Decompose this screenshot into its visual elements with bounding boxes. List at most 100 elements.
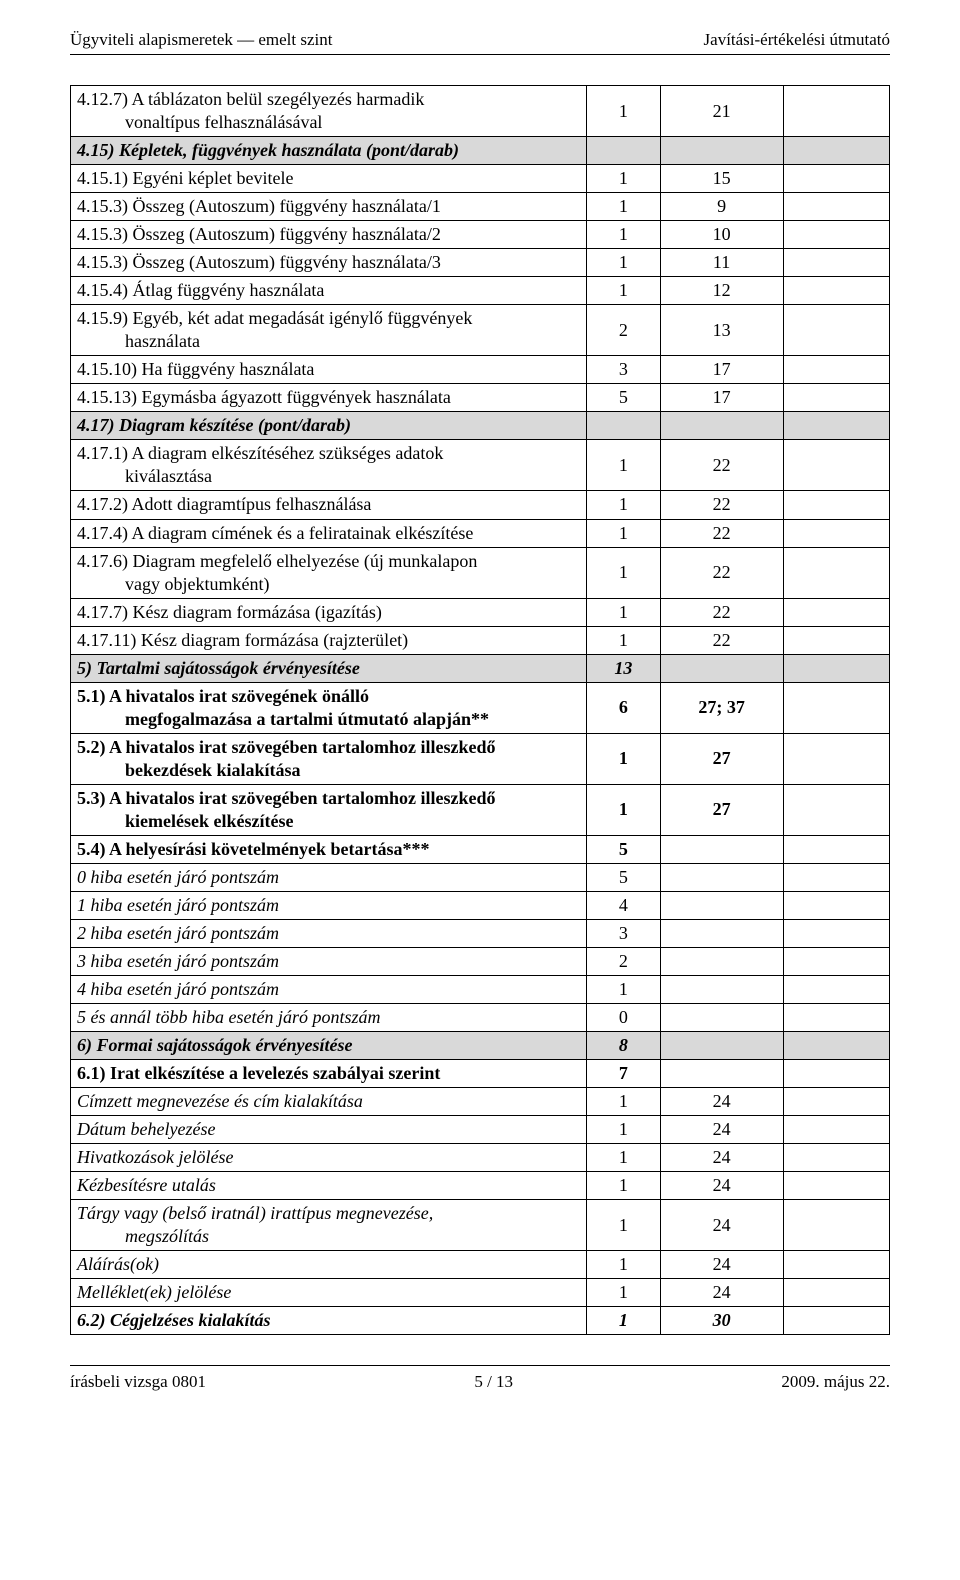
cell-c1: 8 [586,1032,660,1060]
cell-c1: 1 [586,277,660,305]
cell-c2: 30 [660,1307,783,1335]
cell-c2: 27 [660,784,783,835]
row-desc: 4.15.10) Ha függvény használata [77,359,314,379]
cell-c1: 1 [586,86,660,137]
row-desc: 4 hiba esetén járó pontszám [77,979,279,999]
header-rule [70,54,890,55]
table-row: 1 hiba esetén járó pontszám4 [71,891,890,919]
table-row: 6) Formai sajátosságok érvényesítése8 [71,1032,890,1060]
row-desc: 4.15) Képletek, függvények használata (p… [77,140,459,160]
row-desc: 4.12.7) A táblázaton belül szegélyezés h… [77,89,424,109]
table-row: Hivatkozások jelölése124 [71,1144,890,1172]
cell-c3 [783,1004,889,1032]
cell-c2 [660,412,783,440]
row-desc: 5.3) A hivatalos irat szövegében tartalo… [77,788,495,808]
cell-c1: 3 [586,356,660,384]
cell-c2 [660,137,783,165]
cell-c3 [783,863,889,891]
row-desc-cont: vonaltípus felhasználásával [77,111,580,134]
cell-c3 [783,1032,889,1060]
table-row: 4.17.6) Diagram megfelelő elhelyezése (ú… [71,547,890,598]
table-row: 4.17.2) Adott diagramtípus felhasználása… [71,491,890,519]
row-desc: 4.17.4) A diagram címének és a feliratai… [77,523,473,543]
table-row: Aláírás(ok)124 [71,1251,890,1279]
table-row: 5.3) A hivatalos irat szövegében tartalo… [71,784,890,835]
cell-c3 [783,412,889,440]
cell-c2: 22 [660,519,783,547]
cell-c2: 24 [660,1144,783,1172]
row-desc: Melléklet(ek) jelölése [77,1282,231,1302]
cell-c1: 1 [586,491,660,519]
cell-c1: 1 [586,1172,660,1200]
row-desc: 3 hiba esetén járó pontszám [77,951,279,971]
row-desc: 2 hiba esetén járó pontszám [77,923,279,943]
cell-c2 [660,948,783,976]
footer-right: 2009. május 22. [781,1372,890,1392]
cell-c1: 1 [586,249,660,277]
table-row: Kézbesítésre utalás124 [71,1172,890,1200]
cell-c3 [783,249,889,277]
cell-c2: 22 [660,491,783,519]
row-desc: Dátum behelyezése [77,1119,215,1139]
cell-c2: 24 [660,1172,783,1200]
table-row: 5 és annál több hiba esetén járó pontszá… [71,1004,890,1032]
row-desc: 5.1) A hivatalos irat szövegének önálló [77,686,369,706]
row-desc-cont: kiválasztása [77,465,580,488]
cell-c1: 1 [586,519,660,547]
row-desc: 4.17) Diagram készítése (pont/darab) [77,415,351,435]
cell-c2: 11 [660,249,783,277]
cell-c3 [783,682,889,733]
cell-c2 [660,863,783,891]
table-row: 4.15.9) Egyéb, két adat megadását igényl… [71,305,890,356]
table-row: 5.1) A hivatalos irat szövegének önállóm… [71,682,890,733]
table-row: Tárgy vagy (belső iratnál) irattípus meg… [71,1200,890,1251]
table-row: 4 hiba esetén járó pontszám1 [71,976,890,1004]
cell-c2 [660,654,783,682]
cell-c1: 1 [586,1307,660,1335]
cell-c2 [660,1032,783,1060]
cell-c3 [783,440,889,491]
table-row: 4.15.4) Átlag függvény használata112 [71,277,890,305]
cell-c3 [783,1144,889,1172]
row-desc-cont: megszólítás [77,1225,580,1248]
cell-c3 [783,1307,889,1335]
footer-rule [70,1365,890,1366]
row-desc: Címzett megnevezése és cím kialakítása [77,1091,363,1111]
cell-c1: 2 [586,948,660,976]
cell-c2 [660,891,783,919]
row-desc: 4.15.1) Egyéni képlet bevitele [77,168,293,188]
cell-c2: 10 [660,221,783,249]
cell-c3 [783,137,889,165]
row-desc: 4.17.11) Kész diagram formázása (rajzter… [77,630,408,650]
cell-c2: 13 [660,305,783,356]
cell-c3 [783,491,889,519]
cell-c2 [660,1060,783,1088]
cell-c3 [783,86,889,137]
table-row: 3 hiba esetén járó pontszám 2 [71,948,890,976]
cell-c3 [783,1200,889,1251]
cell-c2 [660,1004,783,1032]
row-desc: 5 és annál több hiba esetén járó pontszá… [77,1007,381,1027]
cell-c3 [783,356,889,384]
cell-c1: 7 [586,1060,660,1088]
cell-c1: 1 [586,1116,660,1144]
row-desc: 0 hiba esetén járó pontszám [77,867,279,887]
cell-c2 [660,976,783,1004]
cell-c1: 5 [586,863,660,891]
table-row: 4.15.3) Összeg (Autoszum) függvény haszn… [71,221,890,249]
cell-c3 [783,277,889,305]
row-desc: 4.17.1) A diagram elkészítéséhez szükség… [77,443,443,463]
cell-c3 [783,547,889,598]
cell-c1: 1 [586,1200,660,1251]
table-row: 6.1) Irat elkészítése a levelezés szabál… [71,1060,890,1088]
table-row: 4.17.1) A diagram elkészítéséhez szükség… [71,440,890,491]
table-row: 4.12.7) A táblázaton belül szegélyezés h… [71,86,890,137]
row-desc: 4.15.3) Összeg (Autoszum) függvény haszn… [77,224,441,244]
cell-c3 [783,1060,889,1088]
cell-c3 [783,1088,889,1116]
table-row: 5.2) A hivatalos irat szövegében tartalo… [71,733,890,784]
cell-c1: 1 [586,440,660,491]
row-desc: 4.17.7) Kész diagram formázása (igazítás… [77,602,382,622]
row-desc: Aláírás(ok) [77,1254,159,1274]
cell-c3 [783,221,889,249]
